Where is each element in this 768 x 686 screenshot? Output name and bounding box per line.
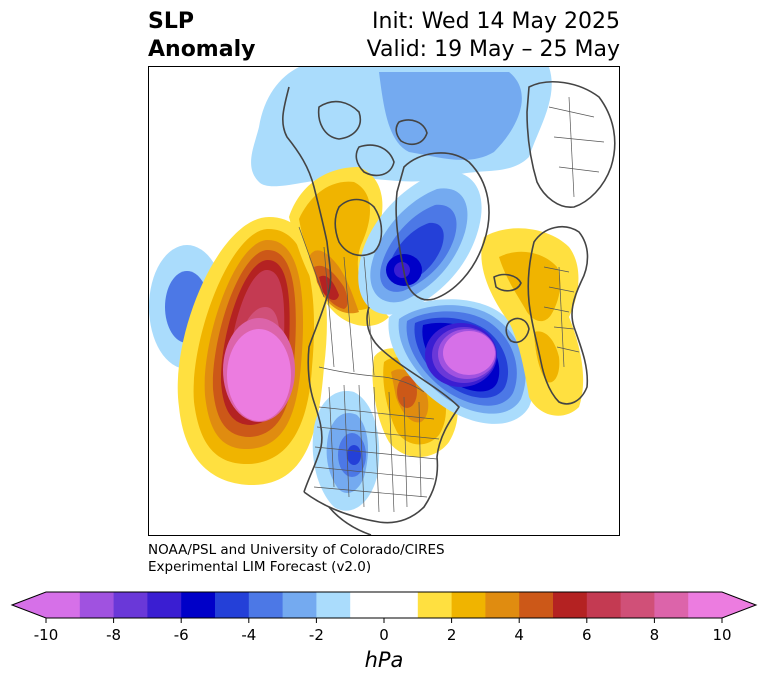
colorbar-cell — [553, 592, 588, 618]
colorbar-cell — [417, 592, 453, 618]
colorbar — [10, 591, 758, 623]
colorbar-cell — [46, 592, 81, 618]
anomaly-arctic-negative-core — [379, 72, 522, 160]
colorbar-cell — [316, 592, 351, 618]
colorbar-tick-label: -8 — [106, 626, 122, 644]
colorbar-cell — [654, 592, 689, 618]
anomaly-north-atlantic-negative — [388, 299, 535, 424]
colorbar-tick-label: -4 — [241, 626, 257, 644]
colorbar-tick-label: 4 — [514, 626, 524, 644]
colorbar-tick-label: 6 — [582, 626, 592, 644]
init-date: Init: Wed 14 May 2025 — [372, 9, 620, 34]
colorbar-cell — [248, 592, 284, 618]
colorbar-tick-label: 0 — [379, 626, 389, 644]
colorbar-cell — [586, 592, 622, 618]
anomaly-north-pacific-positive — [177, 217, 327, 486]
colorbar-cell — [282, 592, 317, 618]
title-line-2: Anomaly — [148, 37, 256, 62]
colorbar-cell — [350, 592, 419, 618]
colorbar-cell — [215, 592, 250, 618]
colorbar-tick-label: 2 — [446, 626, 457, 644]
colorbar-over-triangle — [722, 592, 756, 618]
credit-line-1: NOAA/PSL and University of Colorado/CIRE… — [148, 542, 445, 558]
anomaly-central-us-negative — [312, 391, 380, 511]
colorbar-under-triangle — [12, 592, 46, 618]
coastlines — [282, 81, 616, 535]
map-panel — [148, 66, 620, 536]
colorbar-ticks — [45, 618, 723, 623]
anomaly-greenland-negative — [358, 171, 482, 315]
colorbar-tick-label: -6 — [173, 626, 189, 644]
forecast-dates: Init: Wed 14 May 2025 Valid: 19 May – 25… — [367, 8, 620, 64]
colorbar-tick-label: -10 — [33, 626, 59, 644]
colorbar-cell — [620, 592, 655, 618]
colorbar-cell — [485, 592, 520, 618]
colorbar-cell — [519, 592, 554, 618]
political-boundaries — [298, 96, 605, 513]
colorbar-cell — [147, 592, 182, 618]
colorbar-cell — [181, 592, 216, 618]
colorbar-tick-label: 8 — [649, 626, 660, 644]
colorbar-tick-label: -2 — [308, 626, 324, 644]
title-line-1: SLP — [148, 9, 194, 34]
slp-anomaly-map — [149, 67, 616, 535]
colorbar-tick-label: 10 — [712, 626, 732, 644]
valid-date: Valid: 19 May – 25 May — [366, 37, 620, 62]
colorbar-cells — [46, 592, 723, 618]
shaded-anomaly-field — [149, 67, 584, 511]
colorbar-cell — [451, 592, 486, 618]
colorbar-units: hPa — [364, 648, 404, 672]
colorbar-cell — [79, 592, 115, 618]
colorbar-cell — [113, 592, 148, 618]
map-title: SLP Anomaly — [148, 8, 255, 64]
colorbar-cell — [688, 592, 723, 618]
credit-line-2: Experimental LIM Forecast (v2.0) — [148, 559, 372, 575]
credit-text: NOAA/PSL and University of Colorado/CIRE… — [148, 542, 445, 576]
